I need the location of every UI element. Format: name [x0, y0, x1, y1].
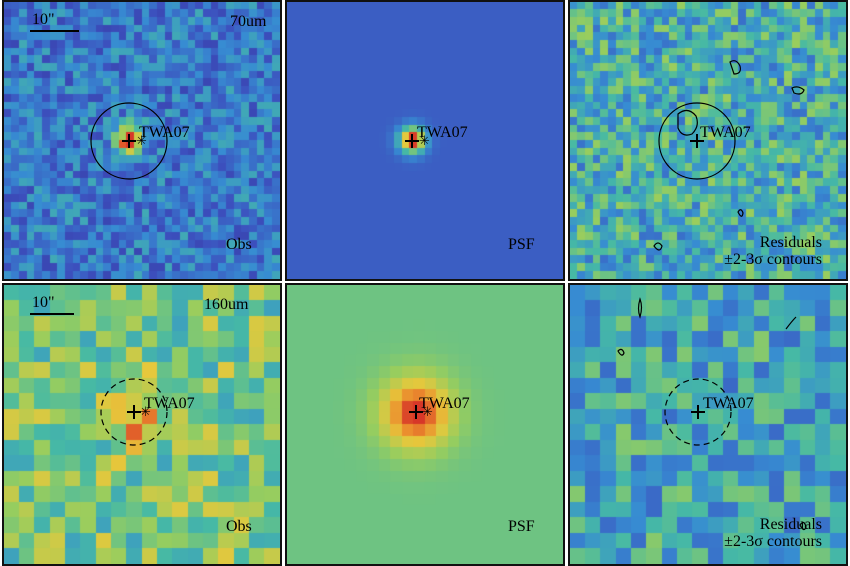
star-marker-icon: ✳ [422, 405, 433, 420]
aperture-circle [664, 378, 732, 446]
aperture-circle [658, 102, 736, 180]
source-label: TWA07 [139, 124, 190, 141]
corner-label-2: ±2-3σ contours [724, 251, 822, 268]
scale-bar-label: 10" [32, 11, 55, 28]
contour [637, 297, 643, 319]
contour [617, 348, 625, 356]
source-label: TWA07 [703, 395, 754, 412]
contour [653, 242, 663, 251]
overlay-160um-psf: ✳ [409, 405, 433, 420]
image-160um-psf [287, 285, 563, 564]
scale-bar-label: 10" [32, 294, 55, 311]
corner-label: Obs [226, 236, 252, 253]
contour [791, 86, 805, 95]
source-label: TWA07 [419, 395, 470, 412]
aperture-circle [100, 378, 168, 446]
overlay-70um-obs: ✳ [30, 30, 168, 180]
corner-label: Obs [226, 518, 252, 535]
corner-label-2: ±2-3σ contours [724, 533, 822, 550]
corner-label: Residuals [759, 516, 822, 533]
corner-label: PSF [508, 518, 535, 535]
source-label: TWA07 [417, 124, 468, 141]
image-70um-psf [287, 2, 563, 279]
contour [729, 60, 741, 75]
aperture-circle [90, 102, 168, 180]
image-70um-obs [4, 2, 280, 279]
contour [677, 109, 698, 136]
overlay-70um-residuals [653, 60, 805, 251]
band-label: 160um [204, 296, 249, 313]
contour [799, 521, 807, 531]
panel-160um-obs: ✳ 10" 160um TWA07 Obs [2, 283, 282, 566]
image-160um-residuals [570, 285, 846, 564]
panel-160um-psf: ✳ TWA07 PSF [285, 283, 565, 566]
panel-70um-obs: ✳ 10" 70um TWA07 Obs [2, 0, 282, 281]
contour [737, 209, 744, 217]
image-160um-obs [4, 285, 280, 564]
overlay-70um-psf: ✳ [405, 134, 430, 149]
source-label: TWA07 [700, 124, 751, 141]
image-70um-residuals [570, 2, 846, 279]
panel-70um-residuals: TWA07 Residuals ±2-3σ contours [568, 0, 848, 281]
overlay-160um-obs: ✳ [30, 313, 168, 446]
star-marker-icon: ✳ [140, 405, 151, 420]
panel-160um-residuals: TWA07 Residuals ±2-3σ contours [568, 283, 848, 566]
band-label: 70um [230, 13, 267, 30]
star-marker-icon: ✳ [419, 134, 430, 149]
contour [785, 316, 797, 330]
panel-70um-psf: ✳ TWA07 PSF [285, 0, 565, 281]
source-label: TWA07 [144, 395, 195, 412]
corner-label: PSF [508, 236, 535, 253]
overlay-160um-residuals [617, 297, 807, 531]
corner-label: Residuals [759, 234, 822, 251]
star-marker-icon: ✳ [136, 134, 147, 149]
